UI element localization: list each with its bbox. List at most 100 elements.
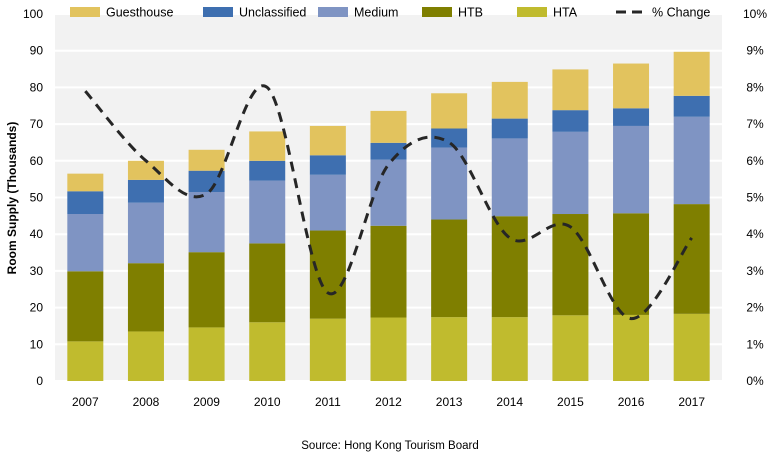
- legend-label-htb: HTB: [458, 6, 483, 20]
- x-tick-label: 2013: [436, 395, 463, 409]
- bar-medium-2009: [188, 191, 225, 253]
- y2-tick-label: 10%: [743, 7, 767, 21]
- bar-hta-2017: [673, 313, 710, 381]
- legend: Guesthouse Unclassified Medium HTB HTA % Chan…: [70, 6, 710, 20]
- bar-hta-2007: [67, 341, 104, 381]
- line-layer: [84, 84, 693, 321]
- bar-unclassified-2011: [309, 155, 346, 175]
- bar-unclassified-2017: [673, 95, 710, 117]
- bar-htb-2011: [309, 230, 346, 319]
- legend-label-unclassified: Unclassified: [239, 6, 306, 20]
- bar-medium-2007: [67, 214, 104, 272]
- x-tick-label: 2007: [72, 395, 99, 409]
- bar-guesthouse-2007: [67, 173, 104, 192]
- legend-label-guesthouse: Guesthouse: [106, 6, 173, 20]
- y-axis-left: 0 10 20 30 40 50 60 70 80 90 100: [23, 7, 43, 388]
- bar-htb-2016: [613, 213, 650, 315]
- bar-layer: [67, 51, 710, 381]
- legend-label-medium: Medium: [354, 6, 398, 20]
- bar-htb-2008: [127, 263, 164, 332]
- y-axis-title: Room Supply (Thousands): [5, 122, 19, 275]
- legend-label-pct-change: % Change: [652, 6, 710, 20]
- x-tick-label: 2015: [557, 395, 584, 409]
- y2-tick-label: 3%: [746, 264, 764, 278]
- x-tick-label: 2008: [133, 395, 160, 409]
- y2-tick-label: 2%: [746, 301, 764, 315]
- y-tick-label: 80: [30, 80, 44, 94]
- y-tick-label: 20: [30, 301, 44, 315]
- bar-unclassified-2014: [491, 118, 528, 139]
- y2-tick-label: 7%: [746, 117, 764, 131]
- bar-htb-2009: [188, 252, 225, 328]
- bar-unclassified-2007: [67, 191, 104, 215]
- bar-guesthouse-2016: [613, 63, 650, 109]
- bar-guesthouse-2017: [673, 51, 710, 96]
- bar-unclassified-2009: [188, 170, 225, 192]
- legend-swatch-unclassified: [203, 7, 233, 17]
- bar-hta-2010: [249, 322, 286, 381]
- bar-guesthouse-2010: [249, 131, 286, 161]
- bar-unclassified-2012: [370, 142, 407, 160]
- bar-unclassified-2010: [249, 160, 286, 181]
- y2-tick-label: 6%: [746, 154, 764, 168]
- y2-tick-label: 8%: [746, 80, 764, 94]
- bar-guesthouse-2011: [309, 125, 346, 156]
- bar-hta-2016: [613, 314, 650, 381]
- bar-htb-2014: [491, 216, 528, 318]
- legend-swatch-htb: [422, 7, 452, 17]
- bar-hta-2013: [431, 317, 468, 381]
- source-note: Source: Hong Kong Tourism Board: [301, 440, 479, 452]
- bar-medium-2011: [309, 174, 346, 231]
- bar-medium-2008: [127, 202, 164, 264]
- bar-htb-2013: [431, 219, 468, 318]
- bar-medium-2015: [552, 131, 589, 215]
- y-tick-label: 70: [30, 117, 44, 131]
- bar-htb-2010: [249, 243, 286, 323]
- y2-tick-label: 5%: [746, 191, 764, 205]
- x-tick-label: 2014: [496, 395, 523, 409]
- x-tick-label: 2011: [315, 395, 341, 409]
- bar-hta-2008: [127, 331, 164, 381]
- legend-swatch-hta: [517, 7, 547, 17]
- y-tick-label: 0: [36, 374, 43, 388]
- y-tick-label: 60: [30, 154, 44, 168]
- bar-hta-2014: [491, 317, 528, 381]
- bar-unclassified-2008: [127, 179, 164, 203]
- y2-tick-label: 0%: [746, 374, 764, 388]
- bar-medium-2012: [370, 159, 407, 226]
- bar-medium-2013: [431, 147, 468, 220]
- y-axis-right: 0% 1% 2% 3% 4% 5% 6% 7% 8% 9% 10%: [743, 7, 767, 388]
- y2-tick-label: 4%: [746, 227, 764, 241]
- y2-tick-label: 9%: [746, 44, 764, 58]
- y-tick-label: 100: [23, 7, 43, 21]
- bar-htb-2015: [552, 214, 589, 316]
- y2-tick-label: 1%: [746, 337, 764, 351]
- bar-hta-2011: [309, 318, 346, 381]
- bar-guesthouse-2008: [127, 160, 164, 180]
- bar-medium-2010: [249, 180, 286, 244]
- line-pct-change: [84, 84, 693, 321]
- x-tick-label: 2016: [618, 395, 645, 409]
- legend-swatch-guesthouse: [70, 7, 100, 17]
- y-tick-label: 40: [30, 227, 44, 241]
- bar-medium-2014: [491, 138, 528, 217]
- bar-htb-2012: [370, 225, 407, 318]
- bar-unclassified-2015: [552, 110, 589, 132]
- x-tick-label: 2009: [193, 395, 220, 409]
- x-tick-label: 2012: [375, 395, 402, 409]
- bar-guesthouse-2009: [188, 149, 225, 171]
- x-tick-label: 2017: [678, 395, 705, 409]
- bar-hta-2009: [188, 327, 225, 381]
- bar-guesthouse-2012: [370, 110, 407, 143]
- y-tick-label: 30: [30, 264, 44, 278]
- x-axis: 2007 2008 2009 2010 2011 2012 2013 2014 2015 2016…: [72, 395, 705, 409]
- bar-htb-2017: [673, 204, 710, 314]
- legend-label-hta: HTA: [553, 6, 578, 20]
- bar-hta-2015: [552, 315, 589, 381]
- bar-guesthouse-2015: [552, 69, 589, 111]
- bar-unclassified-2013: [431, 128, 468, 148]
- bar-unclassified-2016: [613, 108, 650, 126]
- x-tick-label: 2010: [254, 395, 281, 409]
- bar-medium-2016: [613, 125, 650, 214]
